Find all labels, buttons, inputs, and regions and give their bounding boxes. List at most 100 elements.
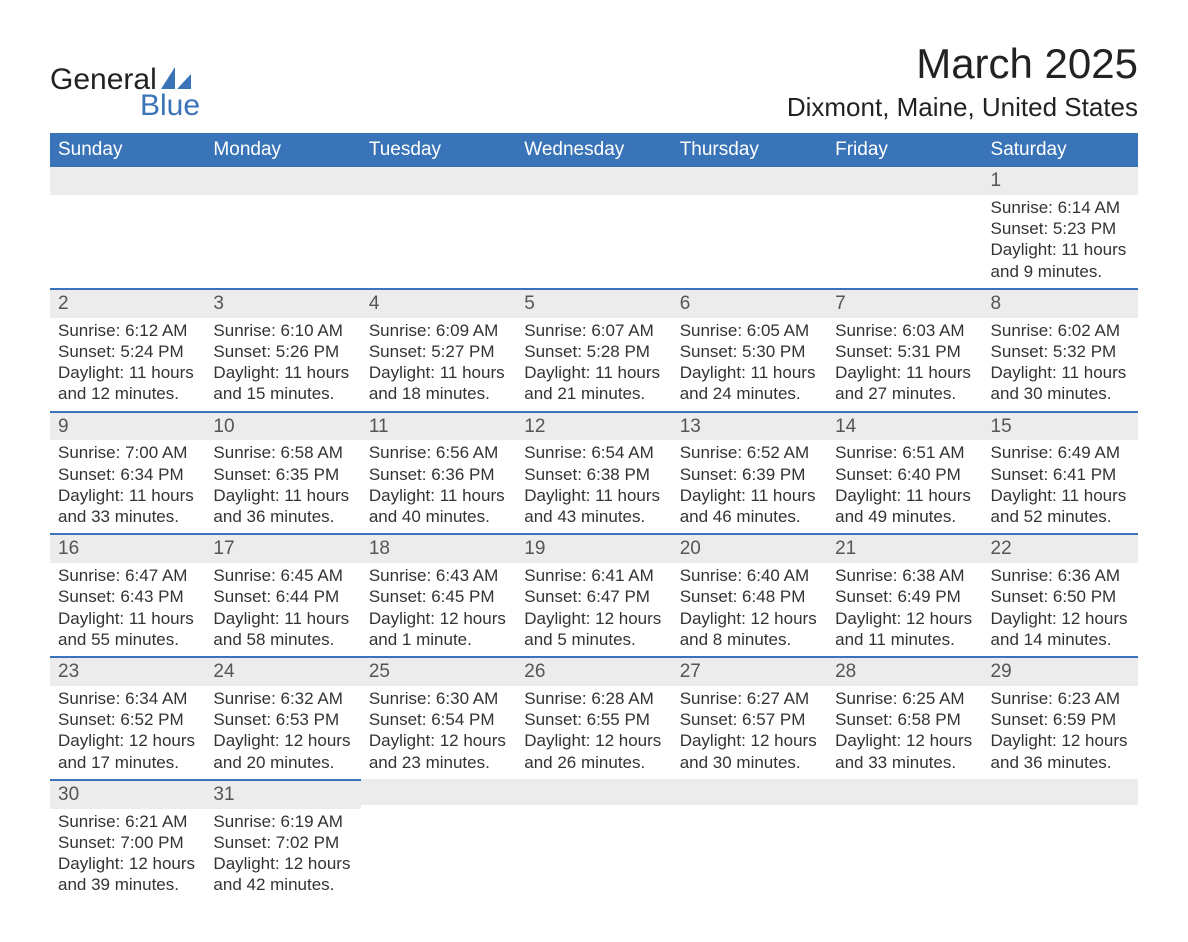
sunset-text: Sunset: 5:32 PM	[991, 341, 1130, 362]
logo: General Blue	[50, 63, 200, 123]
week-body-row: Sunrise: 6:12 AMSunset: 5:24 PMDaylight:…	[50, 318, 1138, 411]
day-number: 2	[50, 288, 205, 318]
logo-sail-icon	[161, 67, 191, 89]
day-cell: Sunrise: 6:43 AMSunset: 6:45 PMDaylight:…	[361, 563, 516, 656]
empty-daynum-cell	[50, 167, 205, 195]
day-cell: Sunrise: 6:05 AMSunset: 5:30 PMDaylight:…	[672, 318, 827, 411]
day-cell: Sunrise: 6:56 AMSunset: 6:36 PMDaylight:…	[361, 440, 516, 533]
sunset-text: Sunset: 6:34 PM	[58, 464, 197, 485]
day-header: Saturday	[983, 133, 1138, 167]
day-cell: Sunrise: 6:47 AMSunset: 6:43 PMDaylight:…	[50, 563, 205, 656]
sunrise-text: Sunrise: 6:38 AM	[835, 565, 974, 586]
daylight-text: Daylight: 11 hours	[991, 362, 1130, 383]
daylight-text: and 33 minutes.	[58, 506, 197, 527]
day-number-cell: 20	[672, 533, 827, 563]
sunrise-text: Sunrise: 6:47 AM	[58, 565, 197, 586]
day-number-cell: 11	[361, 411, 516, 441]
daylight-text: and 49 minutes.	[835, 506, 974, 527]
empty-cell	[672, 195, 827, 288]
day-cell: Sunrise: 6:28 AMSunset: 6:55 PMDaylight:…	[516, 686, 671, 779]
day-number: 30	[50, 779, 205, 809]
daylight-text: and 21 minutes.	[524, 383, 663, 404]
day-cell: Sunrise: 6:23 AMSunset: 6:59 PMDaylight:…	[983, 686, 1138, 779]
daylight-text: Daylight: 11 hours	[58, 362, 197, 383]
daylight-text: and 30 minutes.	[680, 752, 819, 773]
daylight-text: Daylight: 11 hours	[835, 362, 974, 383]
day-number: 15	[983, 411, 1138, 441]
sunrise-text: Sunrise: 6:21 AM	[58, 811, 197, 832]
day-number-cell: 31	[205, 779, 360, 809]
day-cell: Sunrise: 6:09 AMSunset: 5:27 PMDaylight:…	[361, 318, 516, 411]
sunset-text: Sunset: 6:44 PM	[213, 586, 352, 607]
day-number: 14	[827, 411, 982, 441]
day-cell: Sunrise: 6:54 AMSunset: 6:38 PMDaylight:…	[516, 440, 671, 533]
day-cell: Sunrise: 6:03 AMSunset: 5:31 PMDaylight:…	[827, 318, 982, 411]
day-number: 24	[205, 656, 360, 686]
daylight-text: and 58 minutes.	[213, 629, 352, 650]
day-cell: Sunrise: 6:21 AMSunset: 7:00 PMDaylight:…	[50, 809, 205, 902]
empty-daynum-cell	[361, 779, 516, 809]
day-number-cell: 3	[205, 288, 360, 318]
sunset-text: Sunset: 5:27 PM	[369, 341, 508, 362]
daylight-text: Daylight: 12 hours	[524, 730, 663, 751]
logo-text-blue: Blue	[140, 89, 200, 123]
daylight-text: Daylight: 12 hours	[991, 608, 1130, 629]
sunset-text: Sunset: 6:43 PM	[58, 586, 197, 607]
daylight-text: Daylight: 12 hours	[213, 730, 352, 751]
day-cell: Sunrise: 6:49 AMSunset: 6:41 PMDaylight:…	[983, 440, 1138, 533]
sunset-text: Sunset: 7:00 PM	[58, 832, 197, 853]
day-header: Sunday	[50, 133, 205, 167]
day-cell: Sunrise: 6:40 AMSunset: 6:48 PMDaylight:…	[672, 563, 827, 656]
sunrise-text: Sunrise: 6:27 AM	[680, 688, 819, 709]
daylight-text: Daylight: 11 hours	[835, 485, 974, 506]
week-body-row: Sunrise: 6:14 AMSunset: 5:23 PMDaylight:…	[50, 195, 1138, 288]
week-daynum-row: 1	[50, 167, 1138, 195]
daylight-text: and 26 minutes.	[524, 752, 663, 773]
sunset-text: Sunset: 5:30 PM	[680, 341, 819, 362]
daylight-text: and 8 minutes.	[680, 629, 819, 650]
day-cell: Sunrise: 6:02 AMSunset: 5:32 PMDaylight:…	[983, 318, 1138, 411]
sunset-text: Sunset: 6:57 PM	[680, 709, 819, 730]
day-number: 3	[205, 288, 360, 318]
day-cell: Sunrise: 6:25 AMSunset: 6:58 PMDaylight:…	[827, 686, 982, 779]
daylight-text: Daylight: 11 hours	[58, 485, 197, 506]
day-header: Monday	[205, 133, 360, 167]
day-number: 21	[827, 533, 982, 563]
daylight-text: Daylight: 11 hours	[58, 608, 197, 629]
day-cell: Sunrise: 6:51 AMSunset: 6:40 PMDaylight:…	[827, 440, 982, 533]
sunset-text: Sunset: 6:39 PM	[680, 464, 819, 485]
sunrise-text: Sunrise: 6:23 AM	[991, 688, 1130, 709]
day-number: 17	[205, 533, 360, 563]
header: General Blue March 2025 Dixmont, Maine, …	[50, 40, 1138, 123]
day-number: 4	[361, 288, 516, 318]
day-number: 18	[361, 533, 516, 563]
daylight-text: Daylight: 11 hours	[680, 362, 819, 383]
empty-daynum-cell	[205, 167, 360, 195]
day-number-cell: 15	[983, 411, 1138, 441]
sunrise-text: Sunrise: 6:09 AM	[369, 320, 508, 341]
day-header: Friday	[827, 133, 982, 167]
day-number-cell: 5	[516, 288, 671, 318]
daylight-text: and 55 minutes.	[58, 629, 197, 650]
daylight-text: and 24 minutes.	[680, 383, 819, 404]
daylight-text: and 33 minutes.	[835, 752, 974, 773]
daylight-text: Daylight: 11 hours	[213, 608, 352, 629]
daylight-text: Daylight: 11 hours	[213, 362, 352, 383]
sunset-text: Sunset: 6:54 PM	[369, 709, 508, 730]
daylight-text: and 18 minutes.	[369, 383, 508, 404]
day-number: 16	[50, 533, 205, 563]
week-daynum-row: 16171819202122	[50, 533, 1138, 563]
daylight-text: and 23 minutes.	[369, 752, 508, 773]
daylight-text: Daylight: 12 hours	[835, 608, 974, 629]
day-cell: Sunrise: 6:07 AMSunset: 5:28 PMDaylight:…	[516, 318, 671, 411]
day-cell: Sunrise: 6:58 AMSunset: 6:35 PMDaylight:…	[205, 440, 360, 533]
sunrise-text: Sunrise: 6:14 AM	[991, 197, 1130, 218]
calendar-body: 1Sunrise: 6:14 AMSunset: 5:23 PMDaylight…	[50, 167, 1138, 902]
day-number: 31	[205, 779, 360, 809]
day-cell: Sunrise: 6:36 AMSunset: 6:50 PMDaylight:…	[983, 563, 1138, 656]
daylight-text: Daylight: 11 hours	[680, 485, 819, 506]
sunrise-text: Sunrise: 6:02 AM	[991, 320, 1130, 341]
empty-cell	[205, 195, 360, 288]
empty-cell	[827, 195, 982, 288]
empty-daynum-cell	[827, 779, 982, 809]
